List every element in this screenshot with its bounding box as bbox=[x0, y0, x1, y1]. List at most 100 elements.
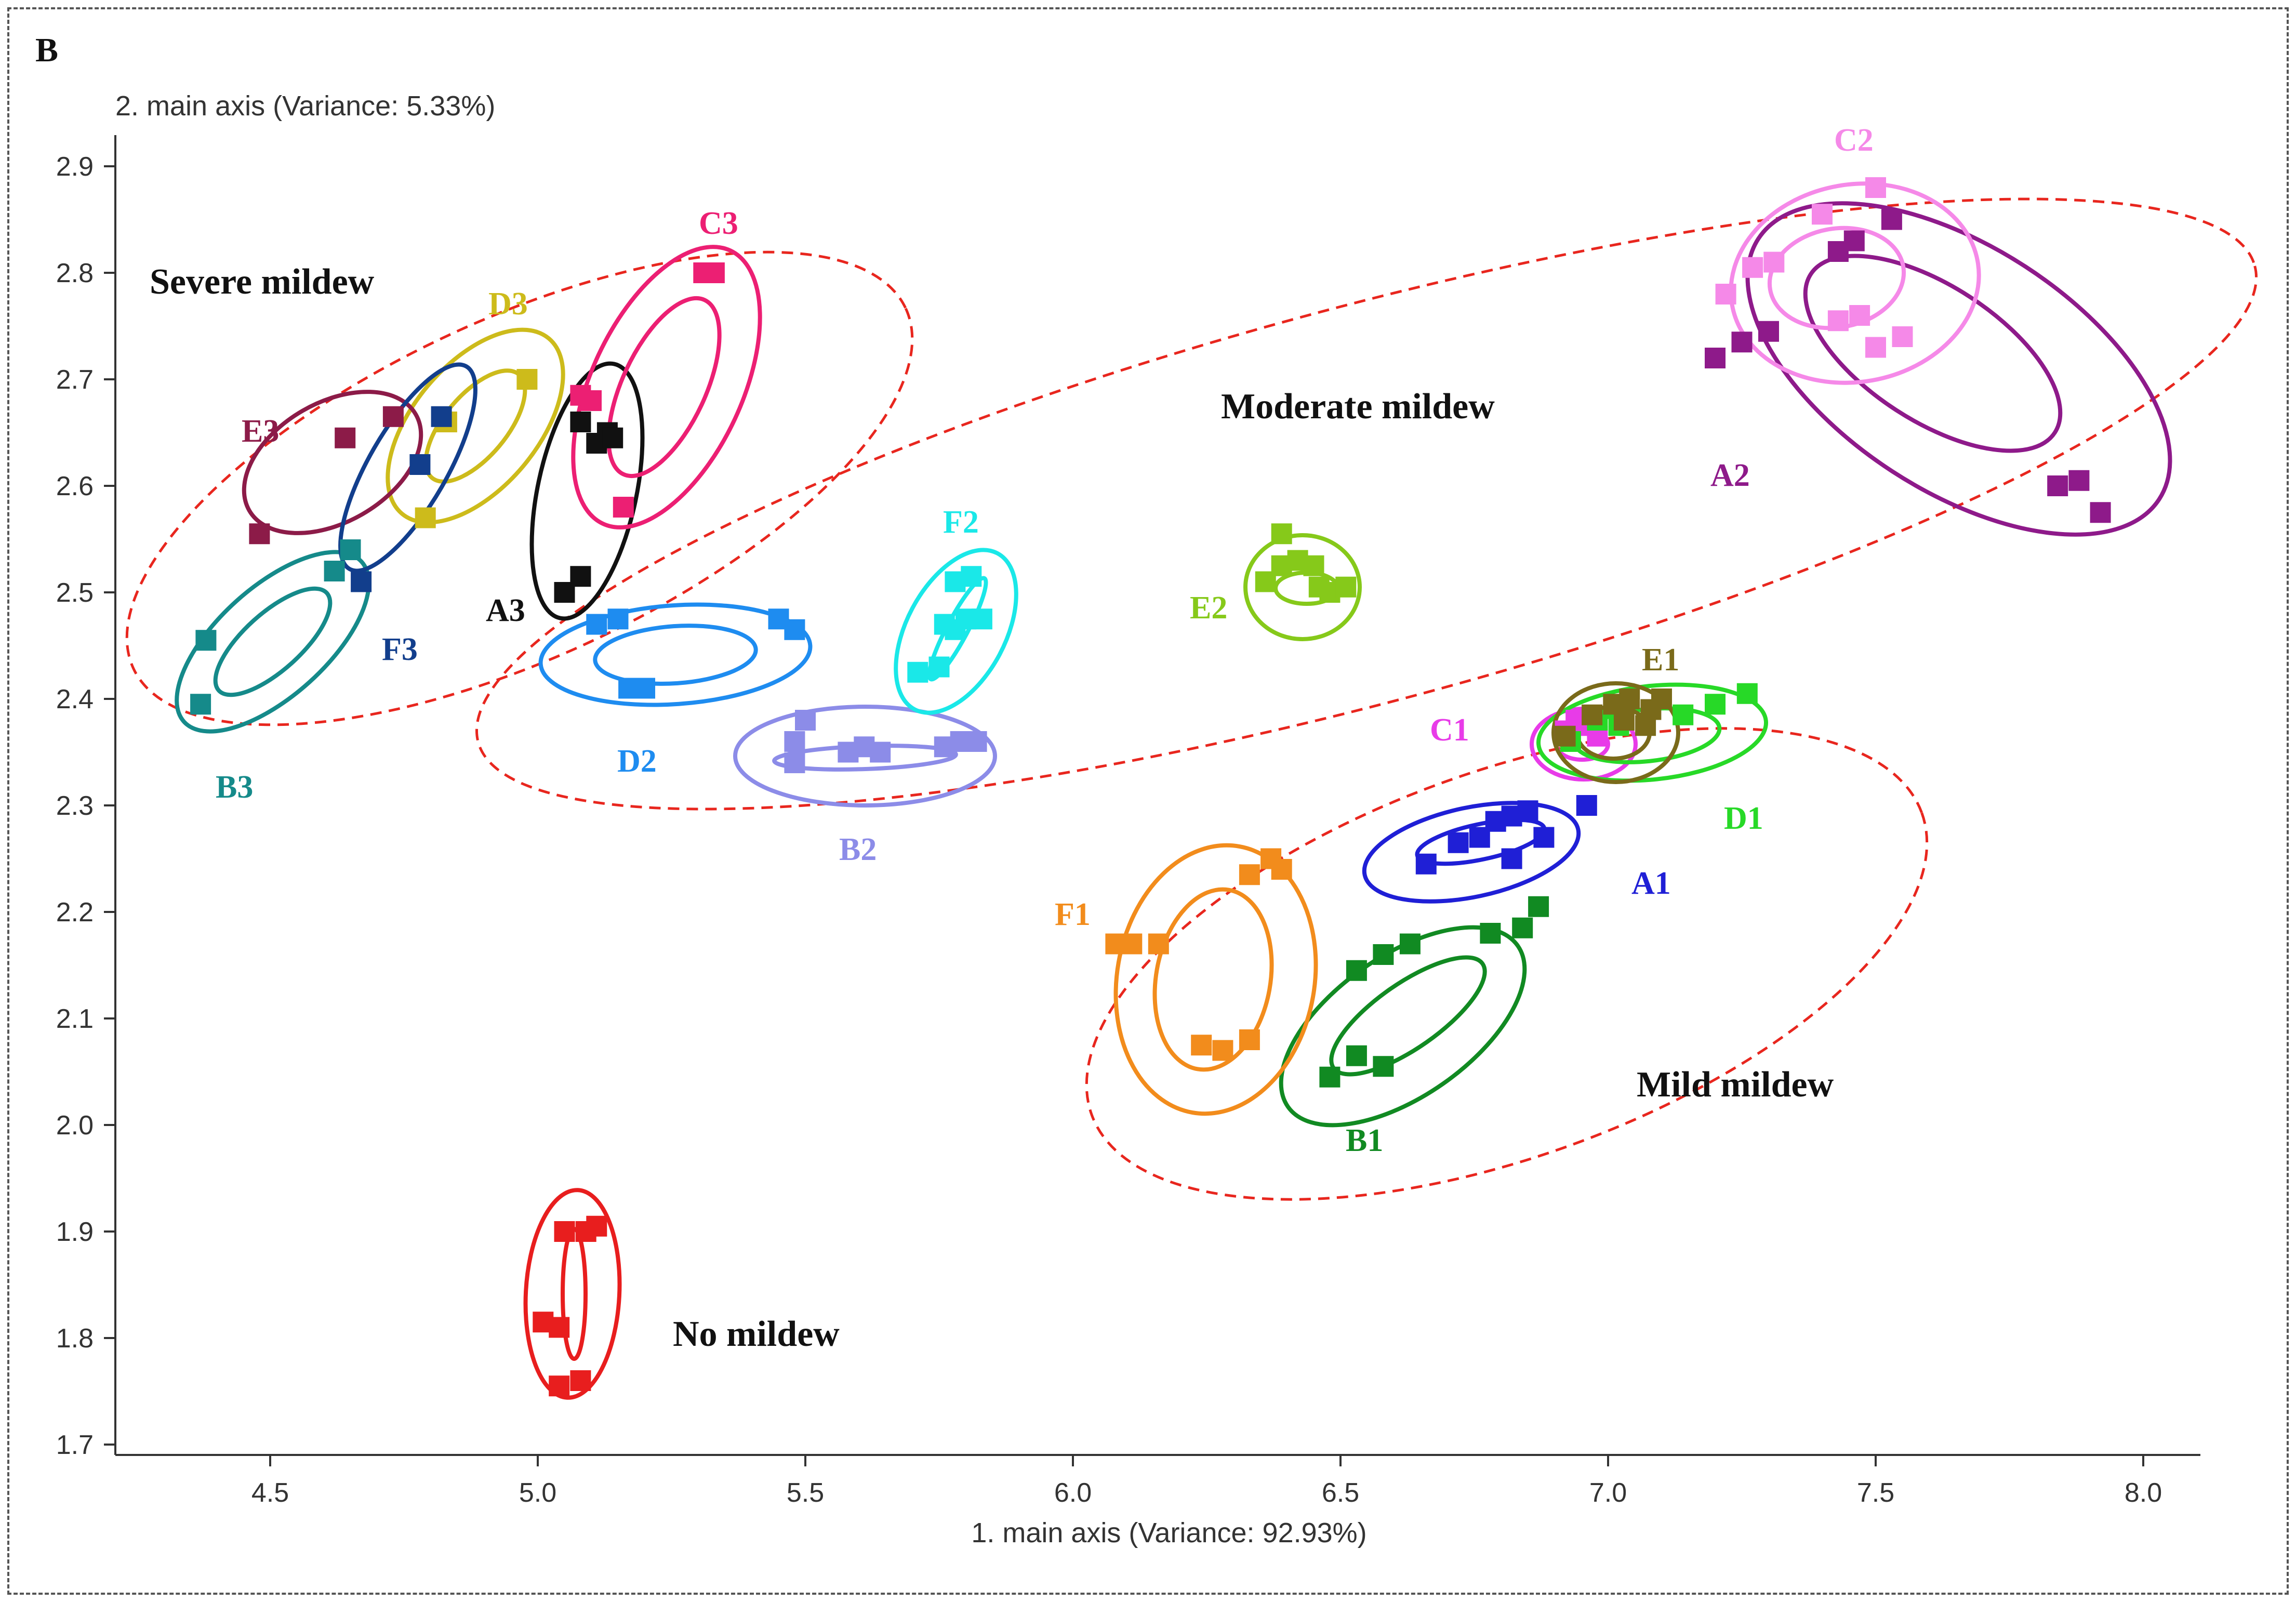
data-point bbox=[1415, 853, 1437, 875]
label-d1: D1 bbox=[1724, 801, 1763, 836]
series-a2 bbox=[1705, 209, 2111, 523]
ellipse-c3-outer bbox=[571, 245, 762, 529]
series-e1 bbox=[1555, 689, 1672, 747]
ellipse-f3-outer bbox=[338, 362, 477, 573]
ellipse-e2-outer bbox=[1243, 533, 1362, 641]
data-point bbox=[928, 656, 950, 678]
data-point bbox=[1212, 1040, 1233, 1061]
y-tick-label: 2.7 bbox=[56, 365, 94, 395]
data-point bbox=[1319, 1066, 1341, 1088]
data-point bbox=[1673, 704, 1694, 725]
data-point bbox=[586, 614, 607, 635]
data-point bbox=[784, 619, 805, 640]
label-c1: C1 bbox=[1430, 712, 1469, 748]
label-f2: F2 bbox=[943, 505, 979, 540]
ellipse-d2-outer bbox=[538, 602, 813, 707]
label-c2: C2 bbox=[1834, 123, 1874, 158]
group-labels: A1 B1 C1 D1 E1 F1 A2 B2 C2 D2 E2 F2 A3 B… bbox=[216, 123, 1874, 1158]
series-f3 bbox=[351, 406, 452, 592]
data-point bbox=[1555, 725, 1576, 747]
data-point bbox=[1843, 230, 1865, 251]
data-point bbox=[784, 752, 805, 773]
data-point bbox=[795, 710, 816, 731]
data-point bbox=[1582, 704, 1603, 725]
series-a1 bbox=[1415, 795, 1597, 875]
data-point bbox=[570, 1370, 591, 1391]
data-point bbox=[1827, 310, 1849, 332]
y-tick-label: 1.9 bbox=[56, 1217, 94, 1247]
label-a3: A3 bbox=[486, 593, 525, 628]
data-point bbox=[966, 731, 987, 752]
region-label-moderate: Moderate mildew bbox=[1221, 387, 1495, 427]
data-point bbox=[2068, 470, 2090, 491]
label-d2: D2 bbox=[617, 744, 657, 779]
data-point bbox=[1705, 348, 1726, 368]
data-point bbox=[2090, 502, 2111, 523]
data-point bbox=[1303, 555, 1324, 576]
data-point bbox=[1736, 683, 1758, 704]
data-point bbox=[1619, 689, 1640, 709]
data-point bbox=[549, 1317, 570, 1338]
y-tick-label: 2.1 bbox=[56, 1004, 94, 1034]
x-tick-label: 8.0 bbox=[2125, 1478, 2162, 1508]
axes bbox=[114, 135, 2200, 1456]
ellipse-d1-outer bbox=[1536, 682, 1768, 783]
data-point bbox=[1533, 827, 1555, 848]
ellipse-e1-outer bbox=[1551, 681, 1680, 784]
x-tick-label: 4.5 bbox=[251, 1478, 289, 1508]
data-point bbox=[961, 566, 982, 587]
data-point bbox=[1148, 933, 1169, 955]
ellipse-c3-inner bbox=[606, 296, 722, 479]
ellipse-f1-outer bbox=[1113, 843, 1318, 1116]
label-c3: C3 bbox=[699, 206, 738, 241]
region-severe-ellipse bbox=[125, 250, 914, 726]
data-point bbox=[602, 427, 623, 448]
data-point bbox=[613, 497, 634, 518]
ellipse-d3-outer bbox=[386, 327, 565, 525]
y-tick-label: 2.5 bbox=[56, 578, 94, 608]
data-point bbox=[634, 678, 655, 699]
data-point bbox=[1121, 933, 1143, 955]
ellipse-a2-outer bbox=[1745, 201, 2172, 537]
data-point bbox=[1651, 689, 1672, 709]
data-point bbox=[1576, 795, 1597, 816]
data-point bbox=[1528, 896, 1549, 917]
data-point bbox=[340, 539, 361, 560]
ellipse-e3-outer bbox=[242, 390, 423, 535]
series-d2 bbox=[586, 608, 805, 699]
data-point bbox=[1865, 177, 1886, 198]
data-point bbox=[1373, 1056, 1394, 1077]
region-label-mild: Mild mildew bbox=[1637, 1065, 1834, 1105]
data-point bbox=[1271, 859, 1292, 880]
data-point bbox=[1635, 715, 1656, 736]
data-point bbox=[586, 1215, 607, 1237]
data-point bbox=[570, 412, 591, 432]
x-tick-label: 6.5 bbox=[1322, 1478, 1359, 1508]
ellipse-c2-outer bbox=[1729, 181, 1981, 385]
label-f1: F1 bbox=[1055, 897, 1091, 932]
region-labels: Severe mildew Moderate mildew Mild milde… bbox=[150, 262, 1834, 1354]
data-point bbox=[971, 608, 992, 630]
y-tick-label: 2.2 bbox=[56, 897, 94, 928]
ellipse-f2-outer bbox=[894, 548, 1018, 715]
data-point bbox=[1849, 305, 1870, 326]
data-point bbox=[1399, 933, 1421, 955]
y-axis-label: 2. main axis (Variance: 5.33%) bbox=[115, 90, 495, 122]
label-e3: E3 bbox=[242, 414, 279, 449]
label-a1: A1 bbox=[1631, 866, 1671, 901]
data-point bbox=[1715, 284, 1736, 304]
region-label-none: No mildew bbox=[673, 1314, 840, 1354]
data-point bbox=[554, 1221, 575, 1242]
series-c3 bbox=[570, 262, 725, 518]
figure-frame bbox=[7, 7, 2289, 1595]
series-f2 bbox=[907, 566, 992, 683]
data-point bbox=[1763, 251, 1785, 273]
data-point bbox=[1731, 332, 1753, 353]
data-point bbox=[704, 262, 725, 283]
data-point bbox=[1613, 710, 1635, 731]
ellipse-no-mildew-inner bbox=[561, 1227, 588, 1361]
y-tick-label: 2.4 bbox=[56, 684, 94, 714]
x-tick-label: 5.5 bbox=[787, 1478, 824, 1508]
data-point bbox=[1346, 1045, 1367, 1066]
data-point bbox=[1512, 917, 1533, 938]
